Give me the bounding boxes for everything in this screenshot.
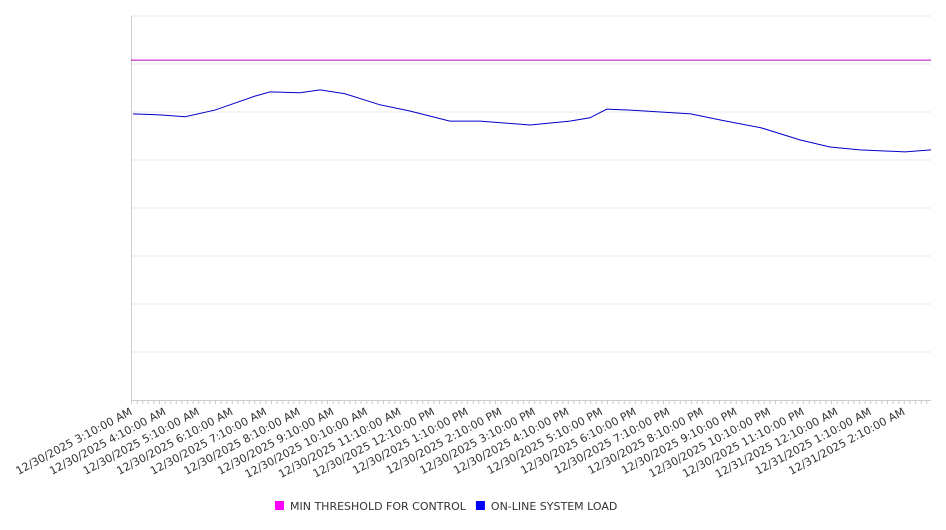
- series-line-system-load: [132, 89, 932, 153]
- legend: MIN THRESHOLD FOR CONTROL ON-LINE SYSTEM …: [275, 500, 617, 513]
- legend-label: ON-LINE SYSTEM LOAD: [491, 500, 617, 513]
- gridlines: [131, 15, 931, 353]
- legend-label: MIN THRESHOLD FOR CONTROL: [290, 500, 467, 513]
- series-lines: [131, 59, 932, 153]
- legend-swatch: [275, 501, 284, 510]
- legend-swatch: [475, 501, 485, 510]
- axes: [131, 16, 931, 404]
